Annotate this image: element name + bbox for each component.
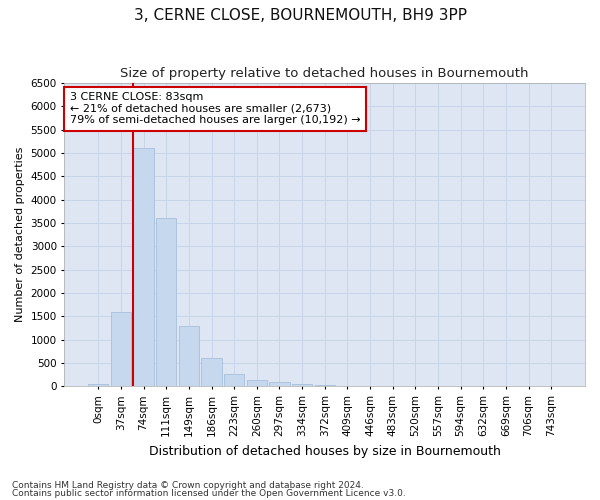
Text: 3 CERNE CLOSE: 83sqm
← 21% of detached houses are smaller (2,673)
79% of semi-de: 3 CERNE CLOSE: 83sqm ← 21% of detached h…: [70, 92, 360, 126]
Text: Contains public sector information licensed under the Open Government Licence v3: Contains public sector information licen…: [12, 489, 406, 498]
Bar: [247, 380, 267, 386]
Bar: [224, 374, 244, 386]
Bar: [292, 384, 312, 386]
Bar: [88, 384, 109, 386]
Title: Size of property relative to detached houses in Bournemouth: Size of property relative to detached ho…: [121, 68, 529, 80]
Text: Contains HM Land Registry data © Crown copyright and database right 2024.: Contains HM Land Registry data © Crown c…: [12, 480, 364, 490]
Text: 3, CERNE CLOSE, BOURNEMOUTH, BH9 3PP: 3, CERNE CLOSE, BOURNEMOUTH, BH9 3PP: [133, 8, 467, 22]
Bar: [314, 385, 335, 386]
Bar: [111, 312, 131, 386]
Bar: [202, 358, 221, 386]
Bar: [133, 148, 154, 386]
Bar: [156, 218, 176, 386]
Y-axis label: Number of detached properties: Number of detached properties: [15, 147, 25, 322]
Bar: [179, 326, 199, 386]
X-axis label: Distribution of detached houses by size in Bournemouth: Distribution of detached houses by size …: [149, 444, 500, 458]
Bar: [269, 382, 290, 386]
